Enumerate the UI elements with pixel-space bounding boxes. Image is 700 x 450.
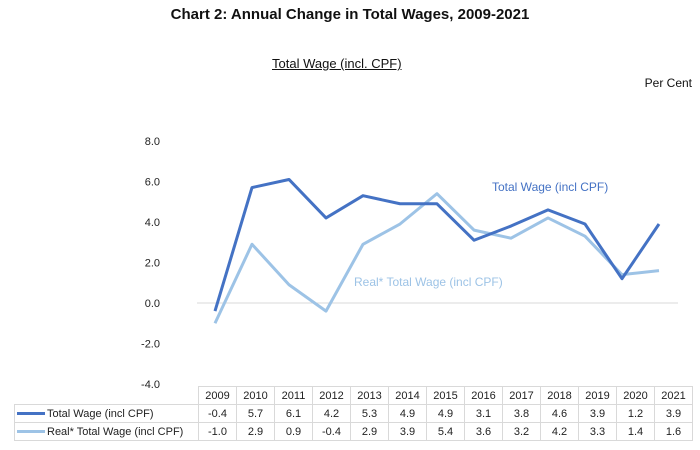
data-label: 0.9 bbox=[274, 422, 313, 441]
annotation-total-wage: Total Wage (incl CPF) bbox=[492, 180, 608, 194]
y-tick-label: 8.0 bbox=[145, 136, 160, 148]
data-label: 2.9 bbox=[236, 422, 275, 441]
data-label: 4.2 bbox=[312, 404, 351, 423]
data-label: 3.6 bbox=[464, 422, 503, 441]
x-tick-label: 2018 bbox=[540, 386, 579, 405]
x-tick-label: 2020 bbox=[616, 386, 655, 405]
data-label: 3.3 bbox=[578, 422, 617, 441]
data-table: 2009 2010 2011 2012 2013 2014 2015 2016 2017 2018… bbox=[14, 386, 693, 441]
data-label: 4.9 bbox=[388, 404, 427, 423]
x-tick-label: 2009 bbox=[198, 386, 237, 405]
y-tick-label: 0.0 bbox=[145, 298, 160, 310]
table-row: Total Wage (incl CPF) -0.4 5.7 6.1 4.2 5.3 4.… bbox=[14, 404, 693, 423]
data-label: 3.2 bbox=[502, 422, 541, 441]
data-label: 1.4 bbox=[616, 422, 655, 441]
chart-subtitle: Total Wage (incl. CPF) bbox=[272, 56, 402, 71]
data-label: -1.0 bbox=[198, 422, 237, 441]
data-label: 4.2 bbox=[540, 422, 579, 441]
series-label: Total Wage (incl CPF) bbox=[47, 407, 154, 420]
x-tick-label: 2013 bbox=[350, 386, 389, 405]
y-axis-unit: Per Cent bbox=[644, 76, 692, 90]
data-label: 5.4 bbox=[426, 422, 465, 441]
data-label: 6.1 bbox=[274, 404, 313, 423]
data-label: 3.9 bbox=[654, 404, 693, 423]
x-tick-label: 2015 bbox=[426, 386, 465, 405]
data-label: 3.9 bbox=[388, 422, 427, 441]
data-label: 3.1 bbox=[464, 404, 503, 423]
data-label: 3.8 bbox=[502, 404, 541, 423]
series-label: Real* Total Wage (incl CPF) bbox=[47, 425, 184, 438]
x-tick-label: 2017 bbox=[502, 386, 541, 405]
data-label: 1.6 bbox=[654, 422, 693, 441]
data-label: 4.6 bbox=[540, 404, 579, 423]
y-tick-label: -2.0 bbox=[141, 339, 160, 351]
y-axis-ticks: 8.06.04.02.00.0-2.0-4.0 bbox=[141, 136, 160, 391]
data-label: 1.2 bbox=[616, 404, 655, 423]
table-corner bbox=[14, 386, 199, 405]
data-label: 2.9 bbox=[350, 422, 389, 441]
series-legend-real-total-wage: Real* Total Wage (incl CPF) bbox=[14, 422, 199, 441]
table-header-row: 2009 2010 2011 2012 2013 2014 2015 2016 2017 2018… bbox=[14, 386, 693, 405]
data-label: 3.9 bbox=[578, 404, 617, 423]
series-lines bbox=[213, 177, 661, 324]
table-row: Real* Total Wage (incl CPF) -1.0 2.9 0.9 -0… bbox=[14, 422, 693, 441]
y-tick-label: 6.0 bbox=[145, 177, 160, 189]
series-legend-total-wage: Total Wage (incl CPF) bbox=[14, 404, 199, 423]
data-label: 5.3 bbox=[350, 404, 389, 423]
legend-key-total-wage bbox=[17, 412, 45, 416]
x-tick-label: 2014 bbox=[388, 386, 427, 405]
chart-title: Chart 2: Annual Change in Total Wages, 2… bbox=[170, 6, 530, 23]
x-tick-label: 2012 bbox=[312, 386, 351, 405]
legend-key-real-total-wage bbox=[17, 430, 45, 434]
x-tick-label: 2016 bbox=[464, 386, 503, 405]
x-tick-label: 2010 bbox=[236, 386, 275, 405]
data-label: 4.9 bbox=[426, 404, 465, 423]
data-label: -0.4 bbox=[312, 422, 351, 441]
x-tick-label: 2019 bbox=[578, 386, 617, 405]
x-tick-label: 2021 bbox=[654, 386, 693, 405]
data-label: -0.4 bbox=[198, 404, 237, 423]
y-tick-label: 2.0 bbox=[145, 258, 160, 270]
annotation-real-total-wage: Real* Total Wage (incl CPF) bbox=[354, 275, 503, 289]
x-tick-label: 2011 bbox=[274, 386, 313, 405]
y-tick-label: 4.0 bbox=[145, 217, 160, 229]
series-line-real-total-wage bbox=[213, 192, 660, 324]
data-label: 5.7 bbox=[236, 404, 275, 423]
